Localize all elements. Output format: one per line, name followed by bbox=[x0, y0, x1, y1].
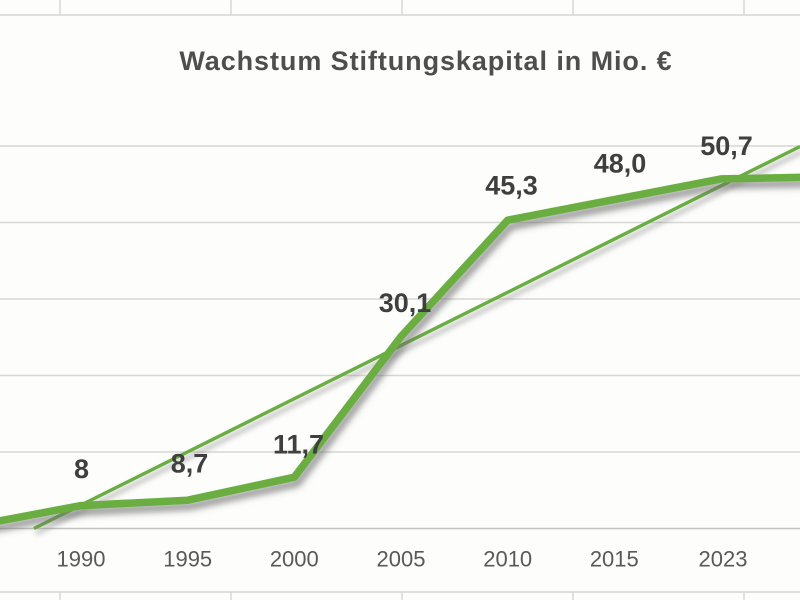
svg-text:45,3: 45,3 bbox=[485, 171, 538, 201]
svg-text:50,7: 50,7 bbox=[700, 131, 753, 161]
svg-text:2010: 2010 bbox=[483, 547, 532, 572]
svg-text:48,0: 48,0 bbox=[594, 149, 647, 179]
svg-text:2005: 2005 bbox=[377, 547, 426, 572]
svg-text:2023: 2023 bbox=[699, 547, 748, 572]
svg-text:2015: 2015 bbox=[590, 547, 639, 572]
svg-text:2000: 2000 bbox=[270, 547, 319, 572]
svg-text:8: 8 bbox=[74, 454, 89, 484]
svg-text:1990: 1990 bbox=[57, 547, 106, 572]
svg-text:Wachstum Stiftungskapital in M: Wachstum Stiftungskapital in Mio. € bbox=[179, 46, 672, 76]
svg-text:11,7: 11,7 bbox=[273, 430, 324, 460]
svg-text:30,1: 30,1 bbox=[379, 288, 432, 318]
svg-text:8,7: 8,7 bbox=[171, 449, 209, 479]
svg-text:1995: 1995 bbox=[163, 547, 212, 572]
